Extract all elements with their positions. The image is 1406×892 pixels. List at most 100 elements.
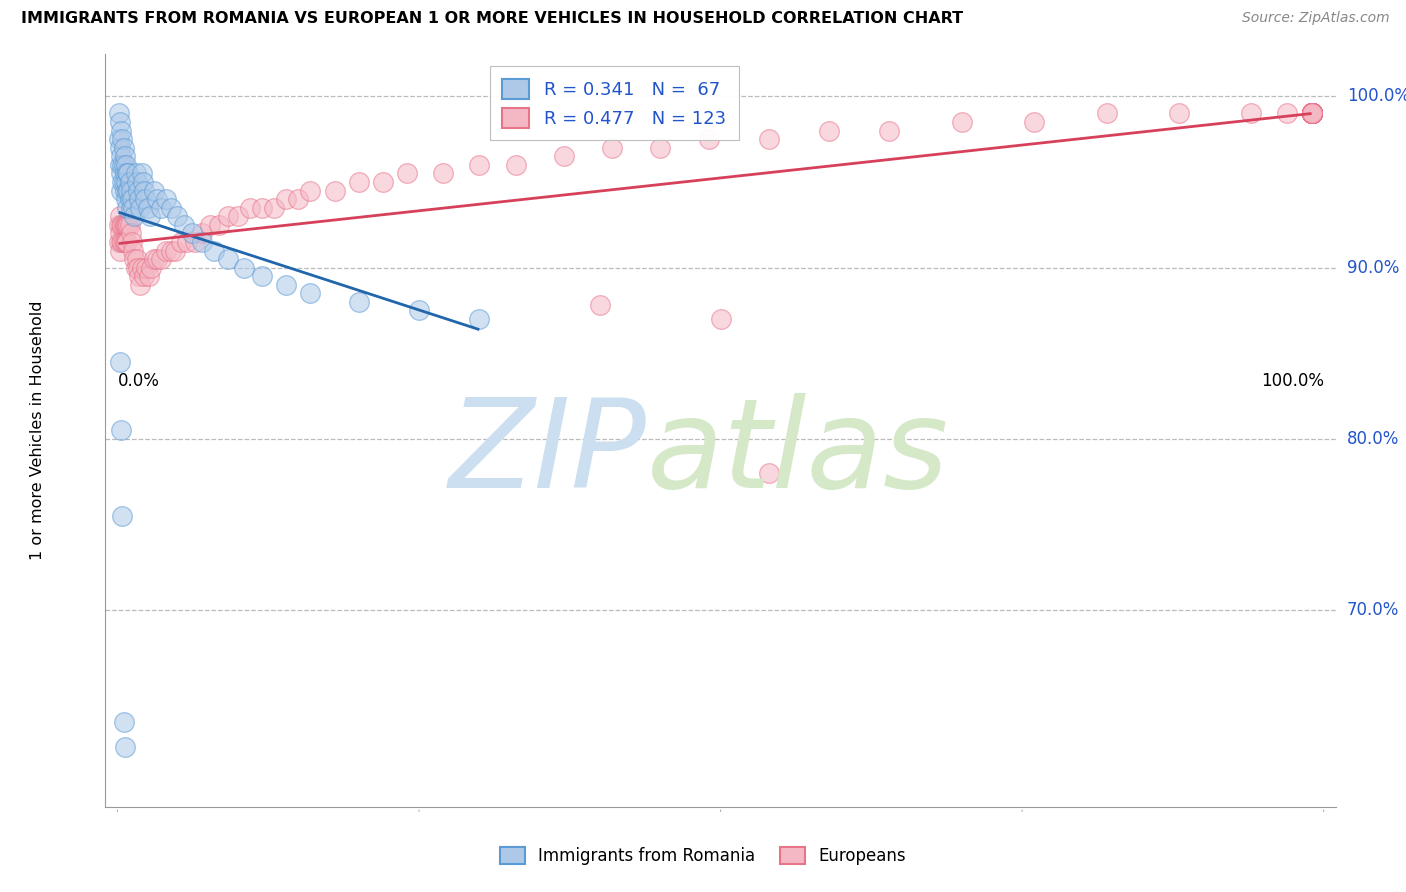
Point: [276, 277, 298, 292]
Point: [115, 218, 138, 232]
Point: [124, 252, 146, 266]
Point: [1301, 106, 1323, 120]
Point: [1301, 106, 1323, 120]
Point: [553, 149, 575, 163]
Text: 100.0%: 100.0%: [1261, 372, 1323, 391]
Point: [108, 141, 131, 155]
Point: [146, 252, 169, 266]
Point: [347, 175, 370, 189]
Point: [139, 209, 162, 223]
Point: [108, 227, 131, 241]
Point: [1301, 106, 1323, 120]
Point: [1301, 106, 1323, 120]
Point: [1301, 106, 1323, 120]
Point: [1301, 106, 1323, 120]
Point: [1301, 106, 1323, 120]
Point: [107, 218, 129, 232]
Point: [1301, 106, 1323, 120]
Text: 80.0%: 80.0%: [1347, 430, 1399, 448]
Point: [166, 209, 188, 223]
Point: [131, 166, 153, 180]
Point: [132, 269, 155, 284]
Point: [818, 123, 841, 137]
Point: [1301, 106, 1323, 120]
Point: [432, 166, 454, 180]
Legend: R = 0.341   N =  67, R = 0.477   N = 123: R = 0.341 N = 67, R = 0.477 N = 123: [489, 66, 738, 140]
Point: [1301, 106, 1323, 120]
Point: [1301, 106, 1323, 120]
Point: [165, 244, 187, 258]
Point: [118, 175, 141, 189]
Point: [124, 166, 146, 180]
Point: [114, 166, 136, 180]
Point: [142, 184, 165, 198]
Point: [1301, 106, 1323, 120]
Point: [1301, 106, 1323, 120]
Point: [149, 252, 172, 266]
Point: [1301, 106, 1323, 120]
Text: atlas: atlas: [647, 392, 949, 514]
Point: [110, 423, 132, 437]
Point: [141, 260, 163, 275]
Point: [107, 132, 129, 146]
Point: [115, 235, 138, 249]
Point: [129, 201, 152, 215]
Point: [1301, 106, 1323, 120]
Point: [252, 269, 274, 284]
Point: [650, 141, 672, 155]
Point: [146, 192, 169, 206]
Point: [371, 175, 394, 189]
Point: [111, 158, 134, 172]
Point: [347, 294, 370, 309]
Point: [1301, 106, 1323, 120]
Point: [124, 209, 146, 223]
Point: [276, 192, 298, 206]
Point: [149, 201, 172, 215]
Point: [108, 244, 131, 258]
Point: [299, 286, 322, 301]
Point: [1301, 106, 1323, 120]
Point: [217, 209, 239, 223]
Point: [589, 298, 612, 312]
Point: [1301, 106, 1323, 120]
Point: [114, 184, 136, 198]
Point: [758, 467, 780, 481]
Point: [112, 141, 135, 155]
Point: [108, 158, 131, 172]
Point: [108, 355, 131, 369]
Point: [110, 218, 132, 232]
Point: [1301, 106, 1323, 120]
Point: [697, 132, 720, 146]
Point: [1301, 106, 1323, 120]
Point: [134, 192, 156, 206]
Point: [112, 218, 135, 232]
Point: [127, 260, 149, 275]
Point: [122, 201, 145, 215]
Point: [263, 201, 285, 215]
Point: [1167, 106, 1189, 120]
Point: [170, 235, 193, 249]
Point: [112, 235, 135, 249]
Point: [1301, 106, 1323, 120]
Point: [108, 115, 131, 129]
Point: [408, 303, 430, 318]
Point: [1301, 106, 1323, 120]
Point: [136, 201, 159, 215]
Point: [120, 184, 142, 198]
Point: [111, 175, 134, 189]
Point: [111, 132, 134, 146]
Text: 0.0%: 0.0%: [118, 372, 159, 391]
Point: [112, 175, 135, 189]
Point: [1301, 106, 1323, 120]
Point: [208, 218, 231, 232]
Point: [950, 115, 973, 129]
Point: [600, 141, 623, 155]
Point: [1301, 106, 1323, 120]
Text: Source: ZipAtlas.com: Source: ZipAtlas.com: [1241, 11, 1389, 25]
Legend: Immigrants from Romania, Europeans: Immigrants from Romania, Europeans: [495, 842, 911, 871]
Point: [183, 235, 205, 249]
Point: [115, 158, 138, 172]
Point: [1301, 106, 1323, 120]
Point: [202, 244, 225, 258]
Point: [468, 312, 491, 326]
